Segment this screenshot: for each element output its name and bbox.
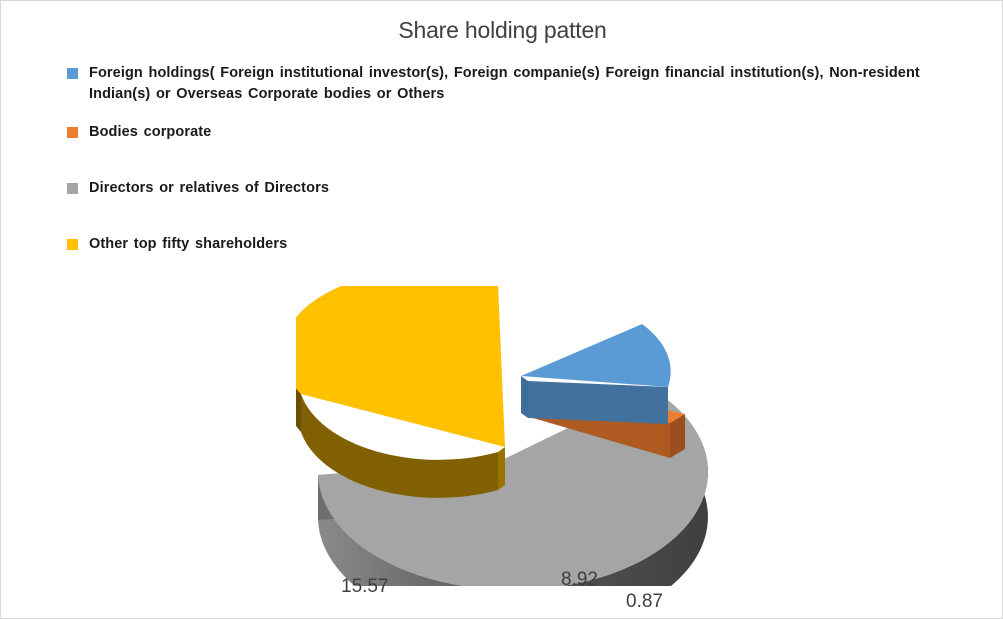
data-label-bodies-corporate: 0.87 (626, 591, 663, 612)
legend-item-label: Bodies corporate (89, 124, 212, 140)
pie-slice-foreign-holdings[interactable] (521, 324, 671, 424)
pie-chart-svg (282, 270, 708, 618)
legend-swatch-icon-orange (67, 127, 78, 138)
legend-item-label: Directors or relatives of Directors (89, 180, 329, 196)
legend-item-label: Foreign holdings( Foreign institutional … (89, 65, 920, 102)
legend-swatch-icon-gray (67, 183, 78, 194)
legend-item-label: Other top fifty shareholders (89, 236, 288, 252)
pie-slice-other-top-fifty[interactable] (282, 270, 505, 498)
legend-item-directors[interactable]: Directors or relatives of Directors (67, 178, 957, 199)
legend-swatch-icon-yellow (67, 239, 78, 250)
data-label-foreign-holdings: 8.92 (561, 569, 598, 590)
pie-chart: 8.92 0.87 74.64 15.57 (282, 270, 726, 618)
legend-item-foreign-holdings[interactable]: Foreign holdings( Foreign institutional … (67, 63, 957, 105)
legend-item-other-top-fifty[interactable]: Other top fifty shareholders (67, 234, 957, 255)
data-label-other-top-fifty: 15.57 (341, 576, 389, 597)
page-title: Share holding patten (398, 17, 607, 43)
legend-swatch-icon-blue (67, 68, 78, 79)
chart-legend: Foreign holdings( Foreign institutional … (67, 63, 957, 255)
legend-item-bodies-corporate[interactable]: Bodies corporate (67, 122, 957, 143)
